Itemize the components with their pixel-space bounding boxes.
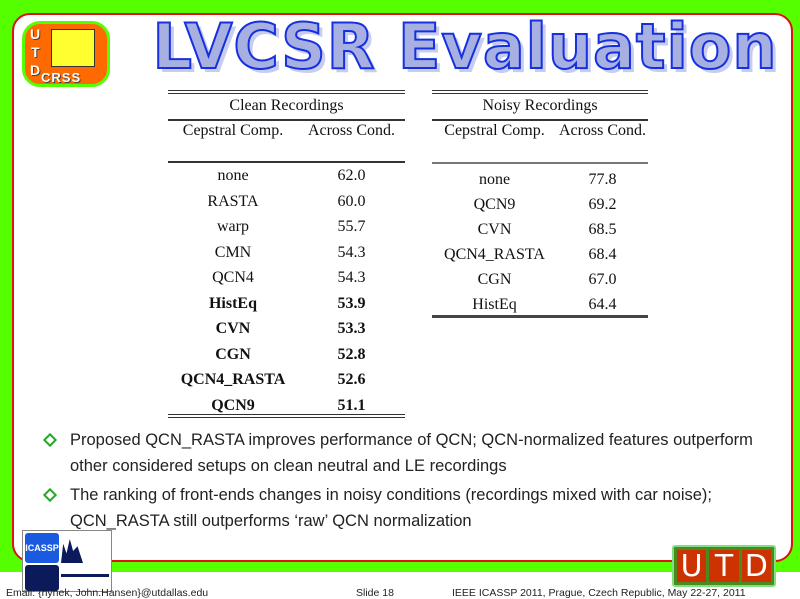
row-value: 54.3 xyxy=(337,269,366,286)
column-header: Across Cond. xyxy=(558,122,647,139)
row-name: none xyxy=(478,171,511,188)
column-header: Cepstral Comp. xyxy=(182,122,284,139)
bullet-item: The ranking of front-ends changes in noi… xyxy=(42,482,760,534)
row-value: 53.9 xyxy=(337,294,366,312)
logo-block xyxy=(25,565,59,591)
rule xyxy=(168,119,405,121)
bullet-item: Proposed QCN_RASTA improves performance … xyxy=(42,427,760,479)
icassp-logo: ICASSP xyxy=(22,530,112,592)
castle-icon xyxy=(61,539,83,563)
footer-email: Email: {hynek, John.Hansen}@utdallas.edu xyxy=(6,587,209,599)
row-name: CMN xyxy=(214,243,252,261)
diamond-bullet-icon xyxy=(42,432,58,448)
footer-conference: IEEE ICASSP 2011, Prague, Czech Republic… xyxy=(452,587,746,599)
bridge-icon xyxy=(61,567,109,577)
row-value: 60.0 xyxy=(337,192,366,210)
utd-logo: U T D xyxy=(672,545,776,587)
column-header: Cepstral Comp. xyxy=(444,122,545,139)
row-value: 77.8 xyxy=(588,171,617,188)
utd-letter: U xyxy=(677,550,707,584)
logo-letter: T xyxy=(31,44,40,60)
row-value: 62.0 xyxy=(337,167,366,184)
row-value: 68.4 xyxy=(588,246,617,263)
row-name: warp xyxy=(217,218,249,235)
icassp-logo-text: ICASSP xyxy=(25,533,59,563)
row-value: 52.6 xyxy=(337,371,366,388)
utd-letter: D xyxy=(741,550,771,584)
logo-letter: U xyxy=(30,26,41,42)
row-name: CVN xyxy=(215,320,251,337)
row-name: HistEq xyxy=(472,296,517,313)
row-name: QCN4_RASTA xyxy=(444,246,545,263)
rule xyxy=(432,119,648,121)
rule xyxy=(168,90,405,94)
logo-text: CRSS xyxy=(41,70,82,85)
slide-number: Slide 18 xyxy=(356,587,394,599)
row-name: QCN4_RASTA xyxy=(180,371,286,388)
row-value: 68.5 xyxy=(588,221,617,238)
speaker-icon xyxy=(51,29,95,67)
rule xyxy=(168,161,405,163)
row-name: CVN xyxy=(477,221,512,238)
rule xyxy=(432,315,648,318)
logo-letter: D xyxy=(30,62,41,78)
row-value: 64.4 xyxy=(588,296,617,313)
row-name: QCN9 xyxy=(473,196,516,213)
row-name: none xyxy=(217,167,249,184)
row-name: QCN9 xyxy=(211,396,255,414)
row-name: CGN xyxy=(477,271,512,288)
row-name: HistEq xyxy=(208,294,257,312)
clean-recordings-table: Clean Recordings Cepstral Comp. Across C… xyxy=(168,90,405,422)
slide-panel xyxy=(12,13,793,562)
noisy-recordings-table: Noisy Recordings Cepstral Comp. Across C… xyxy=(432,90,648,322)
row-value: 52.8 xyxy=(337,345,366,363)
utd-crss-logo: U T D CRSS xyxy=(22,21,110,87)
table-caption: Clean Recordings xyxy=(229,97,344,114)
utd-letter: T xyxy=(709,550,739,584)
row-value: 55.7 xyxy=(337,218,366,235)
bullet-text: The ranking of front-ends changes in noi… xyxy=(70,486,712,530)
diamond-bullet-icon xyxy=(42,487,58,503)
row-name: CGN xyxy=(215,345,251,363)
page-title: LVCSR Evaluation xyxy=(151,9,778,84)
bullet-text: Proposed QCN_RASTA improves performance … xyxy=(70,431,753,475)
column-header: Across Cond. xyxy=(307,122,396,139)
row-name: RASTA xyxy=(207,192,259,210)
rule xyxy=(168,414,405,418)
rule xyxy=(432,90,648,94)
row-value: 54.3 xyxy=(337,243,366,261)
row-value: 53.3 xyxy=(337,320,366,337)
row-value: 67.0 xyxy=(588,271,617,288)
rule xyxy=(432,162,648,164)
row-value: 51.1 xyxy=(337,396,366,414)
row-value: 69.2 xyxy=(588,196,617,213)
table-caption: Noisy Recordings xyxy=(482,97,598,114)
row-name: QCN4 xyxy=(212,269,254,286)
